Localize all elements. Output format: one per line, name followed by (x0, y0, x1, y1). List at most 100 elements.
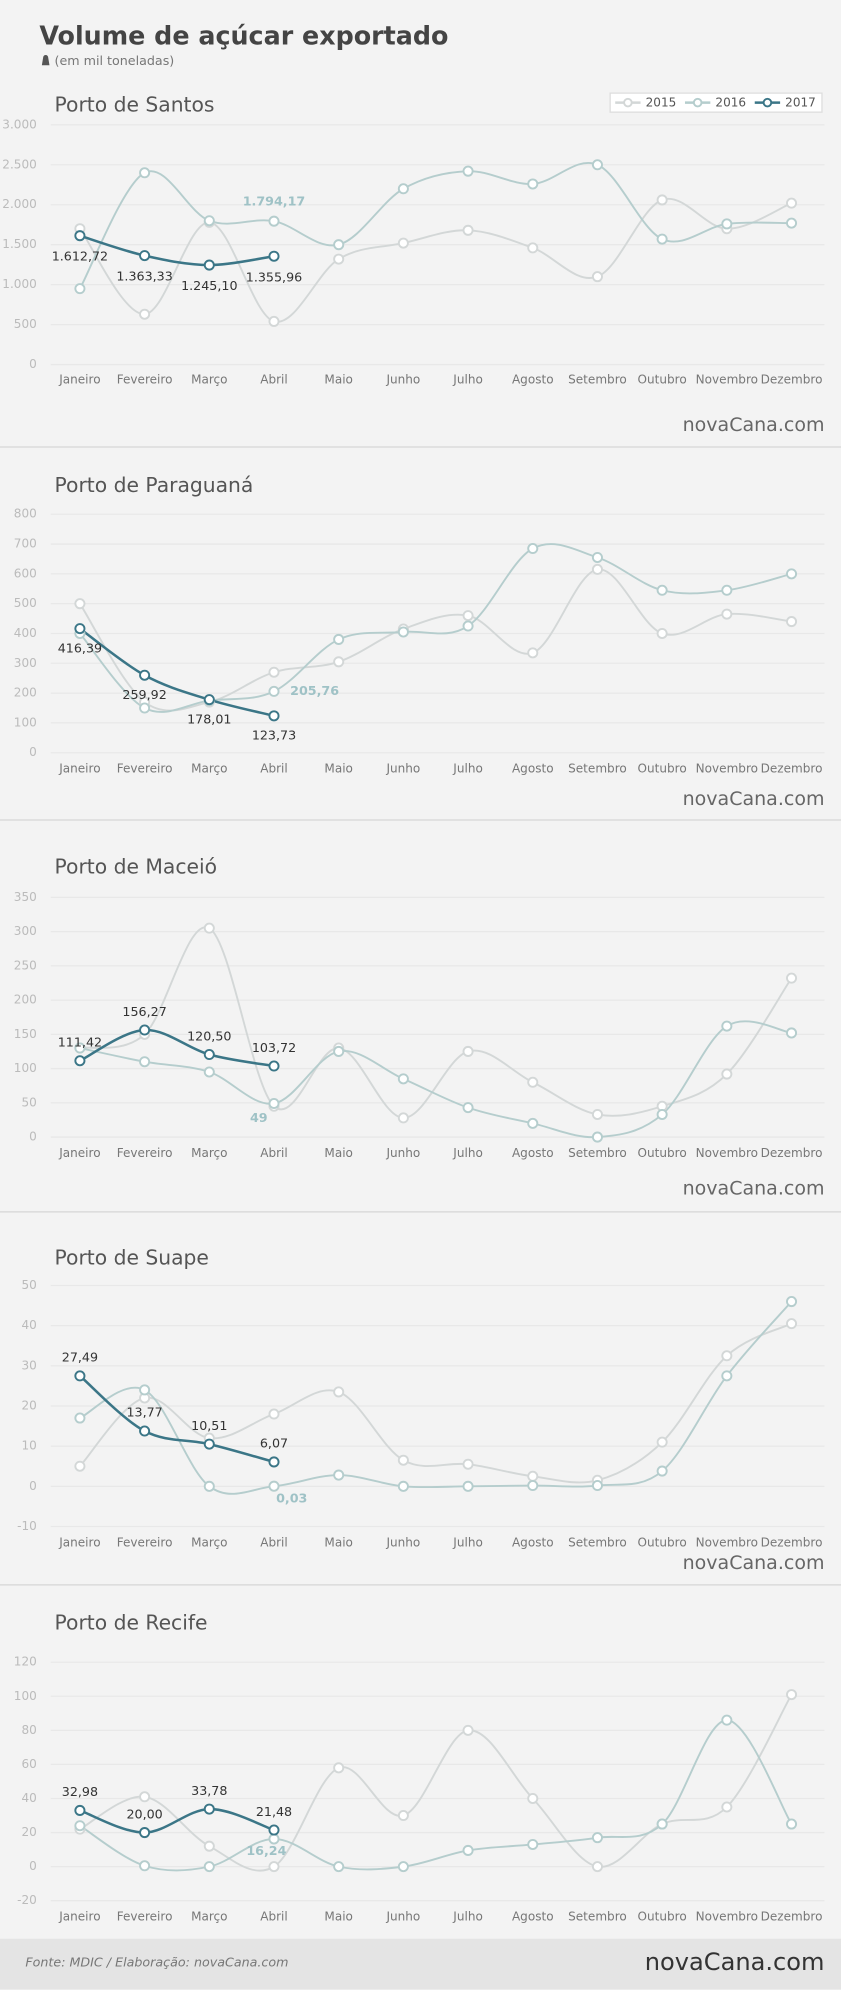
data-point (268, 685, 280, 697)
data-label: 1.355,96 (246, 269, 302, 284)
x-tick-label: Outubro (638, 1535, 687, 1549)
data-point (139, 669, 151, 681)
y-tick-label: 100 (14, 1061, 37, 1075)
data-point (333, 239, 345, 251)
data-point (268, 250, 280, 262)
data-point (527, 1792, 539, 1805)
data-point (527, 242, 539, 254)
x-tick-label: Setembro (568, 1535, 627, 1549)
data-label: 416,39 (58, 640, 102, 655)
data-point (397, 1480, 409, 1492)
x-tick-label: Dezembro (761, 1146, 823, 1160)
data-point (74, 623, 86, 635)
x-tick-label: Julho (452, 1535, 483, 1549)
data-point (74, 1460, 86, 1472)
data-label: 205,76 (290, 683, 339, 698)
data-point (527, 647, 539, 659)
data-point (462, 1724, 474, 1736)
x-tick-label: Março (191, 1535, 227, 1549)
x-tick-label: Agosto (512, 762, 554, 776)
x-tick-label: Agosto (512, 1146, 554, 1160)
x-tick-label: Agosto (512, 1535, 554, 1549)
x-tick-label: Agosto (512, 372, 554, 386)
x-tick-label: Junho (385, 1146, 420, 1160)
x-tick-label: Novembro (696, 372, 758, 386)
y-tick-label: 500 (14, 317, 37, 331)
logo: novaCana.com (683, 788, 825, 810)
data-point (203, 1840, 215, 1852)
data-point (74, 1412, 86, 1424)
data-point (74, 1042, 86, 1054)
y-tick-label: 20 (21, 1398, 36, 1412)
data-point (203, 215, 215, 227)
data-label: 16,24 (246, 1843, 286, 1858)
data-point (139, 702, 151, 714)
y-tick-label: 40 (21, 1318, 36, 1332)
x-tick-label: Junho (385, 372, 420, 386)
data-label: 178,01 (187, 711, 231, 726)
y-tick-label: 3.000 (2, 117, 37, 131)
data-point (462, 1844, 474, 1856)
data-label: 33,78 (191, 1783, 227, 1798)
data-point (591, 1131, 603, 1143)
data-point (786, 1296, 798, 1308)
data-point (527, 178, 539, 190)
data-point (268, 1408, 280, 1420)
y-tick-label: 80 (21, 1723, 36, 1737)
x-tick-label: Janeiro (58, 372, 100, 386)
data-label: 103,72 (252, 1040, 296, 1055)
y-tick-label: -20 (17, 1893, 37, 1907)
y-tick-label: 2.000 (2, 197, 37, 211)
data-point (268, 666, 280, 678)
x-tick-label: Junho (385, 1910, 420, 1924)
x-tick-label: Novembro (696, 762, 758, 776)
data-point (462, 1458, 474, 1470)
data-point (333, 1469, 345, 1481)
data-point (527, 1838, 539, 1850)
y-tick-label: 200 (14, 993, 37, 1007)
x-tick-label: Abril (260, 372, 288, 386)
x-tick-label: Dezembro (761, 1535, 823, 1549)
data-point (333, 1861, 345, 1873)
x-tick-label: Julho (452, 762, 483, 776)
data-point (721, 218, 733, 230)
x-tick-label: Maio (324, 1535, 352, 1549)
data-point (527, 1117, 539, 1129)
data-label: 21,48 (256, 1804, 292, 1819)
data-point (268, 710, 280, 722)
legend-label: 2016 (715, 96, 746, 110)
x-tick-label: Janeiro (58, 762, 100, 776)
data-label: 13,77 (126, 1405, 162, 1420)
data-point (721, 1801, 733, 1813)
x-tick-label: Março (191, 762, 227, 776)
data-label: 1.245,10 (181, 278, 237, 293)
data-point (656, 1108, 668, 1120)
x-tick-label: Maio (324, 762, 352, 776)
data-point (203, 1480, 215, 1492)
x-tick-label: Setembro (568, 1910, 627, 1924)
data-point (656, 194, 668, 206)
data-point (74, 1804, 86, 1816)
data-point (721, 1714, 733, 1726)
y-tick-label: 800 (14, 507, 37, 521)
y-tick-label: 300 (14, 924, 37, 938)
x-tick-label: Fevereiro (117, 1910, 173, 1924)
data-label: 120,50 (187, 1028, 231, 1043)
footer-source: Fonte: MDIC / Elaboração: novaCana.com (25, 1954, 288, 1969)
series-line (79, 1807, 275, 1834)
data-point (656, 627, 668, 640)
data-point (527, 1480, 539, 1492)
x-tick-label: Dezembro (761, 762, 823, 776)
x-tick-label: Setembro (568, 762, 627, 776)
y-tick-label: 50 (21, 1278, 36, 1292)
data-point (527, 1076, 539, 1088)
data-point (721, 1020, 733, 1032)
y-tick-label: 20 (21, 1825, 36, 1839)
data-point (721, 1068, 733, 1080)
data-point (139, 1827, 151, 1839)
data-point (656, 1465, 668, 1477)
data-point (268, 1097, 280, 1110)
x-tick-label: Janeiro (58, 1910, 100, 1924)
data-point (333, 1386, 345, 1398)
y-tick-label: -10 (17, 1519, 37, 1533)
